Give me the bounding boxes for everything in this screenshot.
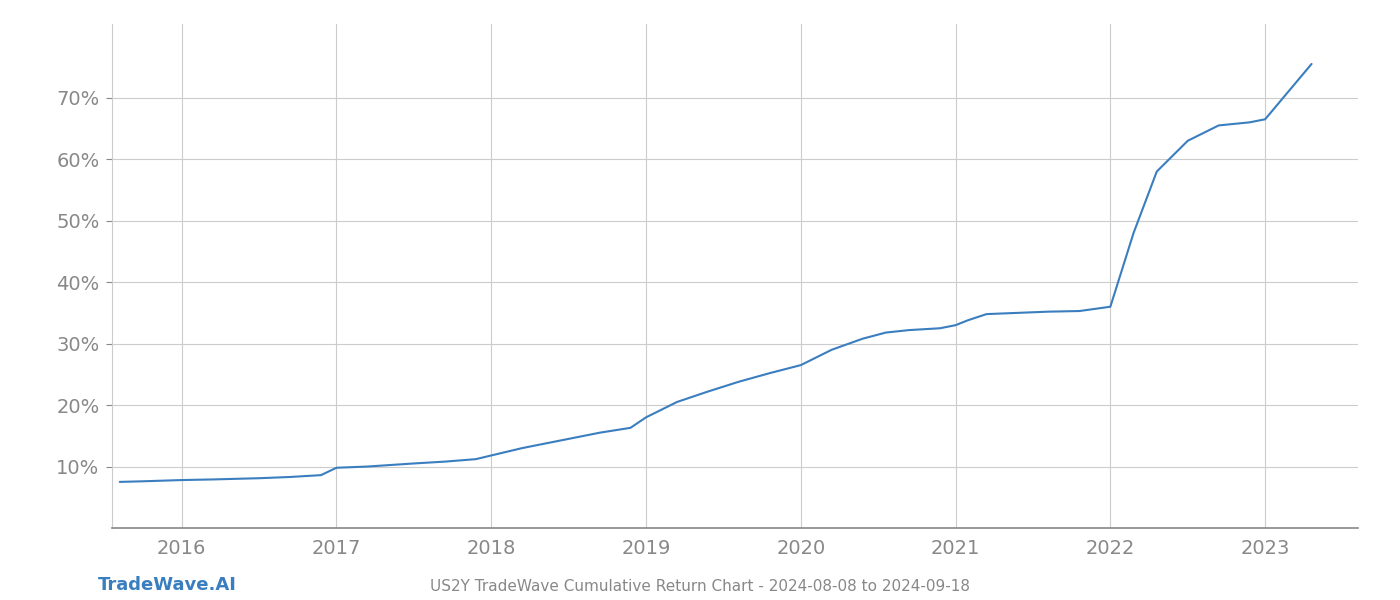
Text: TradeWave.AI: TradeWave.AI	[98, 576, 237, 594]
Text: US2Y TradeWave Cumulative Return Chart - 2024-08-08 to 2024-09-18: US2Y TradeWave Cumulative Return Chart -…	[430, 579, 970, 594]
